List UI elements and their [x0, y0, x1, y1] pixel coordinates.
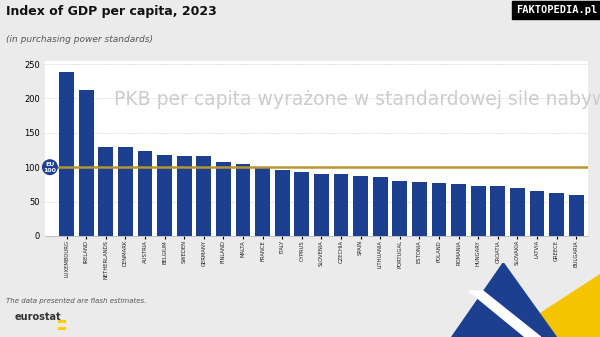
Bar — [216, 162, 231, 236]
Polygon shape — [452, 263, 556, 337]
Bar — [334, 174, 349, 236]
Bar — [295, 172, 309, 236]
Text: EU
100: EU 100 — [43, 162, 56, 173]
Bar — [79, 90, 94, 236]
Bar — [275, 170, 290, 236]
Text: The data presented are flash estimates.: The data presented are flash estimates. — [6, 298, 146, 304]
Text: FAKTOPEDIA.pl: FAKTOPEDIA.pl — [516, 5, 597, 15]
Bar — [157, 155, 172, 236]
Bar — [137, 151, 152, 236]
Bar — [412, 182, 427, 236]
Bar — [392, 181, 407, 236]
Text: eurostat: eurostat — [15, 312, 62, 322]
Text: Index of GDP per capita, 2023: Index of GDP per capita, 2023 — [6, 5, 217, 18]
Bar — [569, 195, 584, 236]
Bar — [451, 184, 466, 236]
Bar — [196, 156, 211, 236]
Bar — [236, 164, 250, 236]
Polygon shape — [469, 291, 541, 337]
Text: PKB per capita wyrażone w standardowej sile nabywczej.: PKB per capita wyrażone w standardowej s… — [114, 90, 600, 109]
Bar — [431, 183, 446, 236]
Bar — [59, 72, 74, 236]
Bar — [98, 147, 113, 236]
Bar — [314, 174, 329, 236]
Text: (in purchasing power standards): (in purchasing power standards) — [6, 35, 153, 44]
Bar — [255, 167, 270, 236]
Polygon shape — [503, 274, 600, 337]
Bar — [353, 176, 368, 236]
Bar — [549, 193, 564, 236]
Bar — [490, 186, 505, 236]
Bar — [510, 188, 525, 236]
Bar — [118, 147, 133, 236]
Bar — [530, 190, 544, 236]
Bar — [177, 156, 191, 236]
Bar — [373, 178, 388, 236]
Bar — [471, 186, 485, 236]
